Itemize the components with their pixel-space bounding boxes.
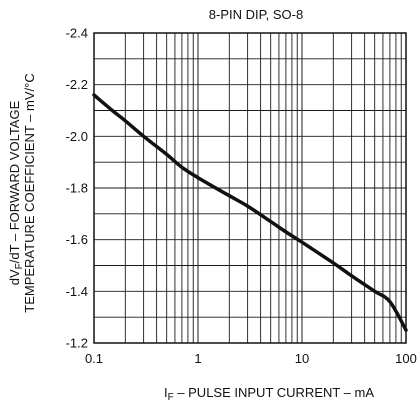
y-tick-label: -1.8 <box>66 181 88 196</box>
y-tick-label: -1.6 <box>66 232 88 247</box>
plot-frame <box>93 32 407 344</box>
grid <box>93 32 407 344</box>
x-tick-label: 0.1 <box>85 351 103 366</box>
y-tick-labels: -2.4 -2.2 -2.0 -1.8 -1.6 -1.4 -1.2 <box>66 26 88 351</box>
y-tick-label: -2.4 <box>66 26 88 41</box>
x-tick-label: 10 <box>295 351 309 366</box>
y-axis-label-line1: dVF/dT – FORWARD VOLTAGE <box>7 100 25 285</box>
series-line <box>92 93 408 332</box>
y-tick-label: -2.2 <box>66 77 88 92</box>
x-axis-label: IF – PULSE INPUT CURRENT – mA <box>164 385 374 403</box>
y-tick-label: -1.4 <box>66 284 88 299</box>
x-axis-label-rest: – PULSE INPUT CURRENT – mA <box>174 385 375 400</box>
x-tick-label: 1 <box>194 351 201 366</box>
y-axis-label-rest: /dT – FORWARD VOLTAGE <box>7 100 22 263</box>
series-layer <box>92 93 408 332</box>
x-tick-labels: 0.1 1 10 100 <box>85 351 417 366</box>
x-axis-label-subscript: F <box>168 392 174 403</box>
y-axis-label-prefix: dV <box>7 269 22 285</box>
y-tick-label: -2.0 <box>66 129 88 144</box>
y-axis-label-subscript: F <box>14 263 25 269</box>
y-tick-label: -1.2 <box>66 336 88 351</box>
plot-border <box>93 32 407 344</box>
x-tick-label: 100 <box>395 351 417 366</box>
x-axis-label-prefix: I <box>164 385 168 400</box>
chart-title: 8-PIN DIP, SO-8 <box>209 7 303 22</box>
y-axis-label-line2: TEMPERATURE COEFFICIENT – mV/°C <box>22 73 37 312</box>
